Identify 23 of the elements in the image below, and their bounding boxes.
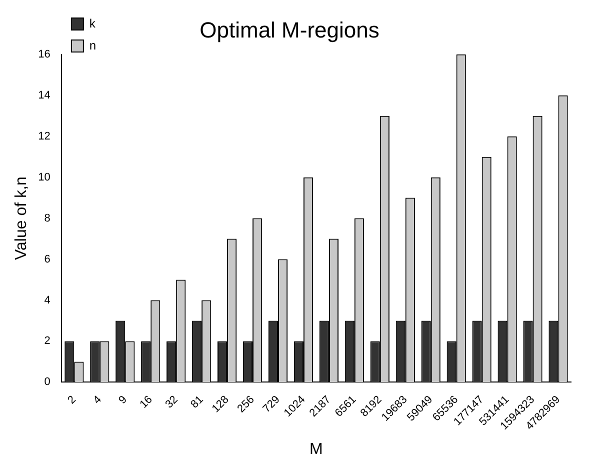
x-tick-label: 4 bbox=[91, 394, 104, 406]
y-tick-label: 6 bbox=[44, 253, 50, 266]
y-tick-label: 0 bbox=[44, 376, 50, 388]
x-tick-label: 729 bbox=[260, 394, 282, 416]
y-tick-label: 16 bbox=[38, 48, 50, 60]
y-tick-label: 12 bbox=[38, 130, 50, 142]
x-tick-label: 9 bbox=[116, 394, 130, 406]
y-tick-label: 14 bbox=[38, 89, 50, 102]
x-tick-label: 81 bbox=[188, 394, 206, 411]
x-tick-label: 128 bbox=[210, 394, 232, 416]
y-tick-label: 2 bbox=[44, 335, 50, 348]
legend-label: k bbox=[89, 16, 96, 30]
y-axis-title: Value of k,n bbox=[13, 176, 30, 260]
x-tick-label: 256 bbox=[235, 394, 257, 416]
y-tick-label: 10 bbox=[38, 171, 50, 184]
chart-title: Optimal M-regions bbox=[200, 17, 380, 42]
legend-label: n bbox=[89, 38, 96, 52]
x-tick-label: 32 bbox=[163, 394, 180, 411]
x-tick-label: 16 bbox=[138, 394, 155, 411]
x-tick-label: 2 bbox=[66, 394, 78, 406]
y-tick-label: 4 bbox=[44, 294, 50, 306]
x-axis-title: M bbox=[310, 440, 323, 458]
y-tick-label: 8 bbox=[44, 212, 50, 224]
